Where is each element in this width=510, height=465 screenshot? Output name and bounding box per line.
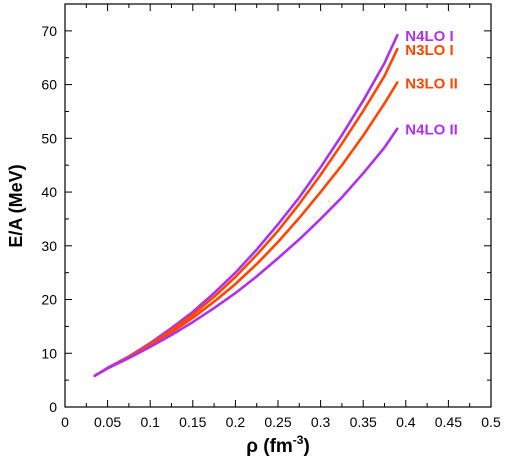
x-tick-label: 0.35 — [350, 414, 377, 430]
y-tick-label: 30 — [41, 238, 57, 254]
x-tick-label: 0.05 — [94, 414, 121, 430]
y-tick-label: 0 — [49, 399, 57, 415]
series-label: N3LO I — [405, 42, 453, 59]
x-tick-label: 0.4 — [396, 414, 416, 430]
y-tick-label: 70 — [41, 23, 57, 39]
y-tick-label: 40 — [41, 184, 57, 200]
series-label: N3LO II — [405, 75, 458, 92]
x-tick-label: 0.2 — [226, 414, 246, 430]
x-tick-label: 0.3 — [311, 414, 331, 430]
x-axis-title-main: ρ (fm — [246, 436, 293, 457]
series-line-0 — [93, 33, 399, 378]
y-tick-label: 60 — [41, 77, 57, 93]
x-tick-label: 0 — [61, 414, 69, 430]
y-tick-label: 10 — [41, 345, 57, 361]
x-axis-ticks: 0 0.05 0.1 0.15 0.2 0.25 0.3 0.35 0.4 0.45 0.5 — [61, 4, 501, 430]
plot-frame — [64, 3, 492, 408]
x-axis-title-end: ) — [303, 436, 309, 457]
x-tick-label: 0.25 — [264, 414, 291, 430]
x-tick-label: 0.1 — [140, 414, 160, 430]
series-lines — [93, 33, 399, 378]
series-line-3 — [93, 127, 399, 378]
x-tick-label: 0.45 — [435, 414, 462, 430]
x-tick-label: 0.5 — [481, 414, 501, 430]
series-label: N4LO II — [405, 122, 458, 139]
x-axis-title: ρ (fm-3) — [246, 433, 310, 457]
x-tick-label: 0.15 — [179, 414, 206, 430]
series-line-1 — [93, 47, 399, 378]
y-axis-title: E/A (MeV) — [6, 164, 26, 247]
y-tick-label: 20 — [41, 292, 57, 308]
series-label: N4LO I — [405, 28, 453, 45]
x-axis-title-sup: -3 — [293, 433, 304, 447]
y-tick-label: 50 — [41, 130, 57, 146]
y-axis-ticks: 0 10 20 30 40 50 60 70 — [41, 23, 491, 415]
